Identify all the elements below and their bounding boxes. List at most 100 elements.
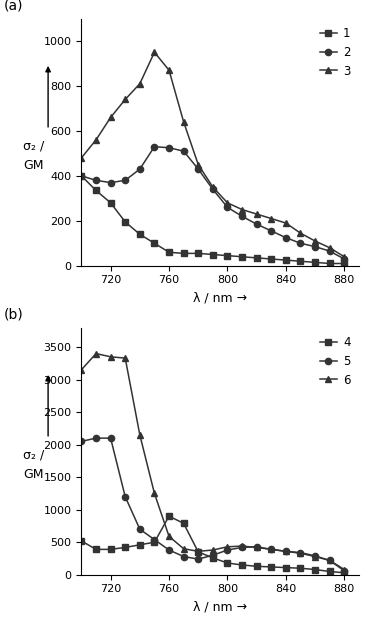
- 3: [138, 80, 142, 87]
- 1: [108, 199, 113, 206]
- 2: [342, 255, 347, 263]
- 4: [342, 569, 347, 577]
- 6: [269, 546, 273, 553]
- 4: [167, 512, 171, 520]
- 6: [152, 489, 157, 497]
- 1: [313, 259, 317, 266]
- Legend: 1, 2, 3: 1, 2, 3: [317, 25, 353, 80]
- X-axis label: λ / nm →: λ / nm →: [193, 600, 247, 613]
- Legend: 4, 5, 6: 4, 5, 6: [317, 334, 353, 389]
- 3: [342, 253, 347, 260]
- 2: [138, 166, 142, 173]
- 3: [79, 154, 84, 161]
- 6: [313, 553, 317, 561]
- 5: [181, 553, 186, 561]
- Text: (b): (b): [4, 307, 23, 321]
- 2: [123, 177, 127, 184]
- Line: 4: 4: [78, 513, 347, 576]
- 6: [167, 533, 171, 540]
- 5: [108, 434, 113, 442]
- 3: [181, 118, 186, 125]
- 1: [255, 254, 259, 261]
- 5: [196, 556, 201, 563]
- 1: [152, 240, 157, 247]
- 6: [298, 549, 303, 557]
- Text: GM: GM: [23, 467, 44, 481]
- 1: [284, 256, 288, 264]
- 5: [225, 546, 230, 554]
- 3: [240, 206, 244, 213]
- Line: 6: 6: [78, 350, 347, 573]
- 2: [94, 177, 98, 184]
- 6: [255, 544, 259, 551]
- 2: [108, 179, 113, 186]
- 1: [211, 251, 215, 258]
- 4: [138, 541, 142, 549]
- 6: [211, 546, 215, 554]
- 3: [108, 114, 113, 121]
- 6: [138, 431, 142, 439]
- 4: [123, 544, 127, 551]
- 2: [240, 213, 244, 220]
- 5: [123, 493, 127, 501]
- 4: [284, 564, 288, 571]
- 5: [240, 544, 244, 551]
- 3: [284, 219, 288, 227]
- 2: [211, 185, 215, 193]
- 1: [79, 172, 84, 180]
- 5: [167, 546, 171, 554]
- 1: [225, 252, 230, 260]
- Text: σ₂ /: σ₂ /: [23, 140, 44, 153]
- 5: [255, 543, 259, 551]
- Text: (a): (a): [4, 0, 23, 12]
- 5: [327, 557, 332, 564]
- 4: [240, 561, 244, 569]
- 1: [240, 253, 244, 260]
- 2: [181, 148, 186, 155]
- 2: [255, 221, 259, 228]
- 5: [342, 567, 347, 575]
- 6: [196, 548, 201, 555]
- 3: [94, 136, 98, 143]
- 6: [327, 557, 332, 564]
- 2: [167, 144, 171, 151]
- 6: [240, 543, 244, 550]
- 3: [269, 215, 273, 222]
- 3: [152, 49, 157, 56]
- 1: [94, 187, 98, 194]
- 6: [79, 366, 84, 373]
- X-axis label: λ / nm →: λ / nm →: [193, 291, 247, 304]
- Line: 2: 2: [78, 143, 347, 262]
- Line: 3: 3: [78, 49, 347, 260]
- 6: [94, 350, 98, 357]
- 3: [298, 229, 303, 237]
- Line: 5: 5: [78, 435, 347, 574]
- 5: [298, 549, 303, 556]
- 4: [196, 548, 201, 556]
- 2: [313, 243, 317, 250]
- 4: [211, 554, 215, 562]
- 4: [269, 563, 273, 570]
- 6: [225, 543, 230, 551]
- 2: [79, 172, 84, 180]
- 3: [255, 210, 259, 218]
- 2: [225, 203, 230, 211]
- 6: [342, 566, 347, 574]
- 1: [342, 260, 347, 267]
- 5: [211, 551, 215, 559]
- 3: [313, 237, 317, 245]
- 4: [313, 566, 317, 574]
- 5: [269, 546, 273, 553]
- 3: [327, 244, 332, 252]
- 4: [181, 520, 186, 527]
- 5: [94, 434, 98, 442]
- 4: [79, 537, 84, 544]
- 6: [123, 354, 127, 362]
- 6: [108, 353, 113, 360]
- 5: [284, 548, 288, 555]
- 5: [313, 552, 317, 559]
- Line: 1: 1: [78, 172, 347, 266]
- Text: σ₂ /: σ₂ /: [23, 449, 44, 462]
- 2: [327, 247, 332, 255]
- 6: [284, 548, 288, 555]
